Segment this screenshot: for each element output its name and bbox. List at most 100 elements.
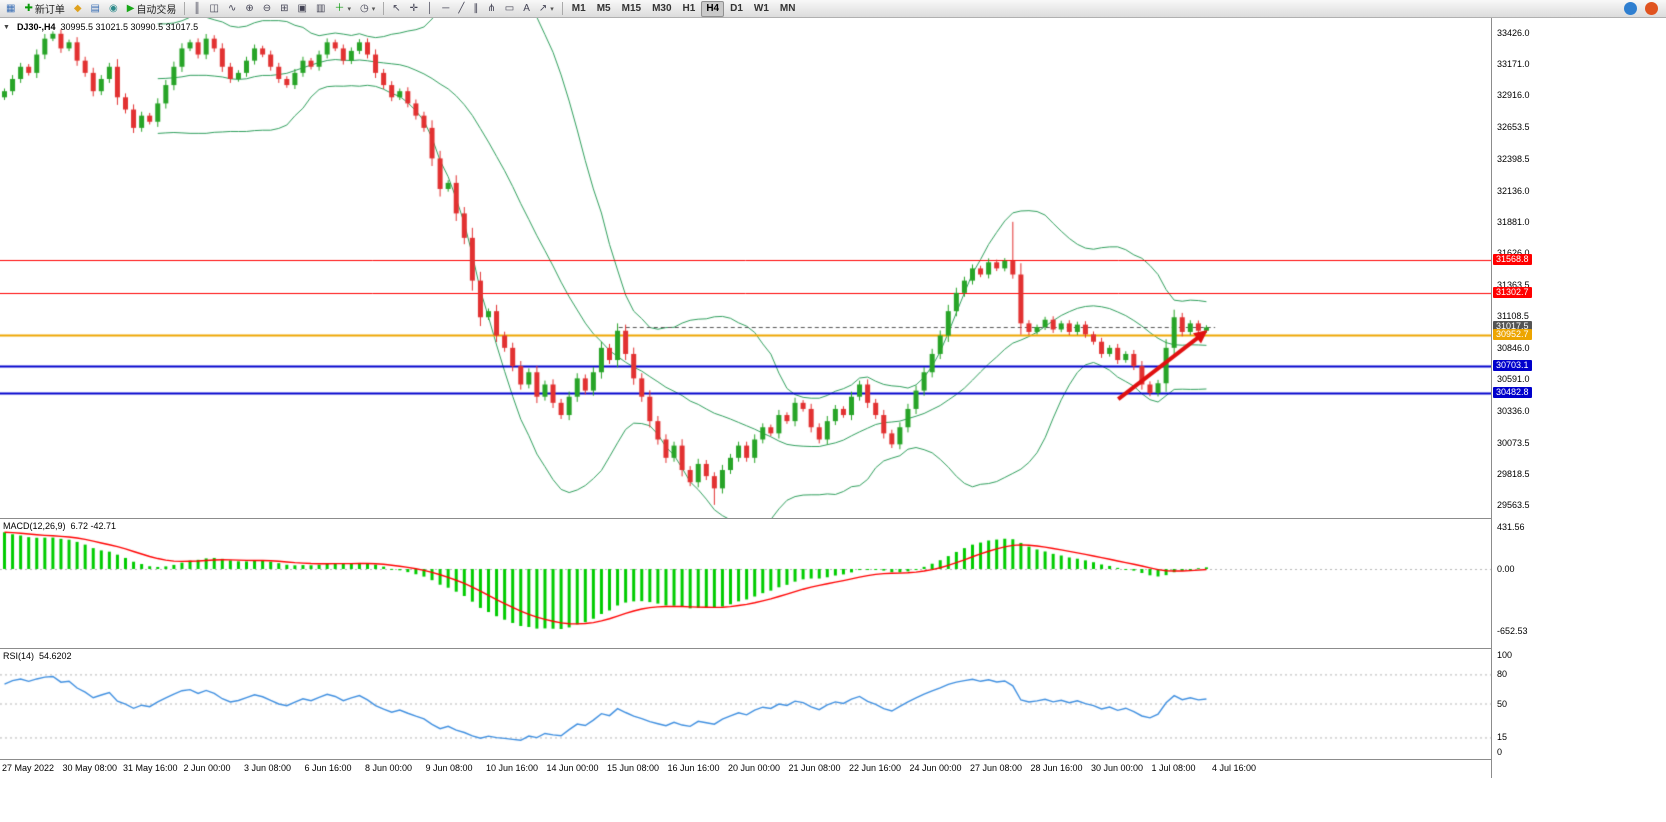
toolbar-separator	[184, 2, 186, 15]
vertical-line-icon: │	[427, 2, 434, 14]
timeframe-button-group: M1 M5 M15 M30 H1 H4 D1 W1 MN	[567, 0, 801, 17]
price-tick: 31108.5	[1497, 311, 1529, 322]
trendline-button[interactable]: ╱	[454, 1, 468, 17]
text-button[interactable]: A	[519, 1, 534, 17]
line-chart-button[interactable]: ∿	[224, 1, 240, 17]
new-order-label: 新订单	[34, 5, 65, 16]
zoom-in-button[interactable]: ⊕	[241, 1, 257, 17]
market-watch-icon: ▤	[90, 2, 100, 14]
rsi-scale-tick: 100	[1497, 650, 1513, 660]
zoom-out-button[interactable]: ⊖	[259, 1, 275, 17]
rsi-scale-tick: 15	[1497, 732, 1508, 743]
time-label: 2 Jun 00:00	[183, 763, 231, 773]
dropdown-caret-icon: ▾	[347, 5, 351, 13]
metaeditor-button[interactable]: ◆	[70, 1, 86, 17]
crosshair-button[interactable]: ✛	[406, 1, 422, 17]
autotrading-label: 自动交易	[136, 5, 177, 16]
community-icon[interactable]	[1624, 2, 1637, 15]
cascade-windows-button[interactable]: ▣	[294, 1, 311, 17]
new-order-button[interactable]: ✚ 新订单	[20, 1, 68, 17]
toolbar-chart-tools-group: ║ ◫ ∿ ⊕ ⊖ ⊞ ▣ ▥ ＋ ▾ ◷ ▾	[189, 1, 379, 17]
periods-clock-button[interactable]: ◷ ▾	[356, 1, 379, 17]
bar-chart-icon: ║	[193, 2, 201, 14]
arrow-tool-icon: ↗	[538, 2, 548, 14]
toolbar-right-group	[1624, 2, 1664, 15]
price-level-chip: 30482.8	[1493, 386, 1532, 398]
macd-label: MACD(12,26,9)	[3, 521, 66, 531]
chart-window-button[interactable]: ▦	[2, 1, 19, 17]
autotrading-button[interactable]: ▶ 自动交易	[123, 1, 181, 17]
timeframe-h1-button[interactable]: H1	[678, 1, 701, 17]
macd-panel-canvas[interactable]	[0, 519, 1491, 647]
text-icon: A	[523, 2, 530, 14]
price-level-chip: 31568.8	[1493, 253, 1532, 265]
chart-collapse-icon[interactable]: ▼	[3, 23, 10, 31]
timeframe-mn-button[interactable]: MN	[775, 1, 801, 17]
arrange-windows-button[interactable]: ▥	[312, 1, 329, 17]
price-tick: 30591.0	[1497, 374, 1530, 385]
price-tick: 32653.5	[1497, 122, 1530, 133]
tile-windows-button[interactable]: ⊞	[276, 1, 292, 17]
tile-windows-icon: ⊞	[280, 2, 289, 14]
rsi-scale-tick: 80	[1497, 669, 1508, 680]
rsi-value: 54.6202	[39, 651, 72, 661]
candlestick-chart-button[interactable]: ◫	[206, 1, 223, 17]
time-label: 16 Jun 16:00	[667, 763, 720, 773]
channel-icon: ∥	[473, 2, 479, 14]
metaeditor-icon: ◆	[73, 2, 82, 14]
bar-chart-button[interactable]: ║	[189, 1, 204, 17]
panel-divider	[0, 648, 1666, 649]
rsi-panel-header: RSI(14) 54.6202	[3, 651, 72, 661]
candlestick-chart-icon: ◫	[209, 2, 219, 14]
time-label: 30 Jun 00:00	[1091, 763, 1144, 773]
price-tick: 31881.0	[1497, 216, 1530, 227]
timeframe-m1-button[interactable]: M1	[567, 1, 591, 17]
price-tick: 31363.5	[1497, 280, 1530, 291]
data-window-button[interactable]: ◉	[105, 1, 122, 17]
pitchfork-icon: ⋔	[487, 2, 496, 14]
price-tick: 30336.0	[1497, 405, 1530, 416]
time-label: 31 May 16:00	[123, 763, 178, 773]
price-level-chip: 31302.7	[1493, 286, 1532, 298]
channel-button[interactable]: ∥	[469, 1, 482, 17]
rsi-panel-canvas[interactable]	[0, 649, 1491, 759]
rsi-label: RSI(14)	[3, 651, 35, 661]
timeframe-h4-button[interactable]: H4	[701, 0, 725, 17]
timeframe-m15-button[interactable]: M15	[617, 1, 646, 17]
price-chart-canvas[interactable]	[0, 18, 1491, 518]
alert-icon[interactable]	[1645, 2, 1658, 15]
time-label: 20 Jun 00:00	[728, 763, 781, 773]
macd-scale-tick: 431.56	[1497, 522, 1525, 532]
periods-clock-icon: ◷	[359, 2, 369, 14]
horizontal-line-button[interactable]: ─	[438, 1, 453, 17]
chart-symbol-label: DJ30-,H4	[16, 22, 56, 32]
price-scale[interactable]: 33426.0 33171.0 32916.0 32653.5 32398.5 32136…	[1491, 18, 1666, 778]
time-label: 14 Jun 00:00	[546, 763, 599, 773]
price-tick: 33171.0	[1497, 59, 1530, 70]
time-label: 27 May 2022	[2, 763, 55, 773]
price-level-chip: 31017.5	[1493, 321, 1532, 333]
shapes-button[interactable]: ▭	[501, 1, 518, 17]
timeframe-m5-button[interactable]: M5	[592, 1, 616, 17]
pitchfork-button[interactable]: ⋔	[483, 1, 499, 17]
time-axis[interactable]: 27 May 2022 30 May 08:00 31 May 16:00 2 Jun…	[0, 760, 1491, 777]
market-watch-button[interactable]: ▤	[87, 1, 104, 17]
price-tick: 30846.0	[1497, 343, 1530, 354]
timeframe-w1-button[interactable]: W1	[749, 1, 774, 17]
panel-divider	[0, 518, 1666, 519]
zoom-out-icon: ⊖	[262, 2, 272, 14]
time-label: 15 Jun 08:00	[607, 763, 660, 773]
toolbar-draw-tools-group: ↖ ✛ │ ─ ╱ ∥ ⋔ ▭ A ↗ ▾	[388, 1, 558, 17]
timeframe-m30-button[interactable]: M30	[647, 1, 676, 17]
macd-values: 6.72 -42.71	[70, 521, 117, 531]
cursor-button[interactable]: ↖	[388, 1, 404, 17]
arrow-tool-button[interactable]: ↗ ▾	[535, 1, 558, 17]
dropdown-caret-icon: ▾	[550, 5, 554, 13]
time-label: 10 Jun 16:00	[486, 763, 539, 773]
time-label: 8 Jun 00:00	[365, 763, 413, 773]
arrange-windows-icon: ▥	[316, 2, 326, 14]
timeframe-d1-button[interactable]: D1	[725, 1, 748, 17]
vertical-line-button[interactable]: │	[423, 1, 437, 17]
panel-divider	[0, 759, 1666, 760]
indicators-button[interactable]: ＋ ▾	[330, 1, 355, 17]
